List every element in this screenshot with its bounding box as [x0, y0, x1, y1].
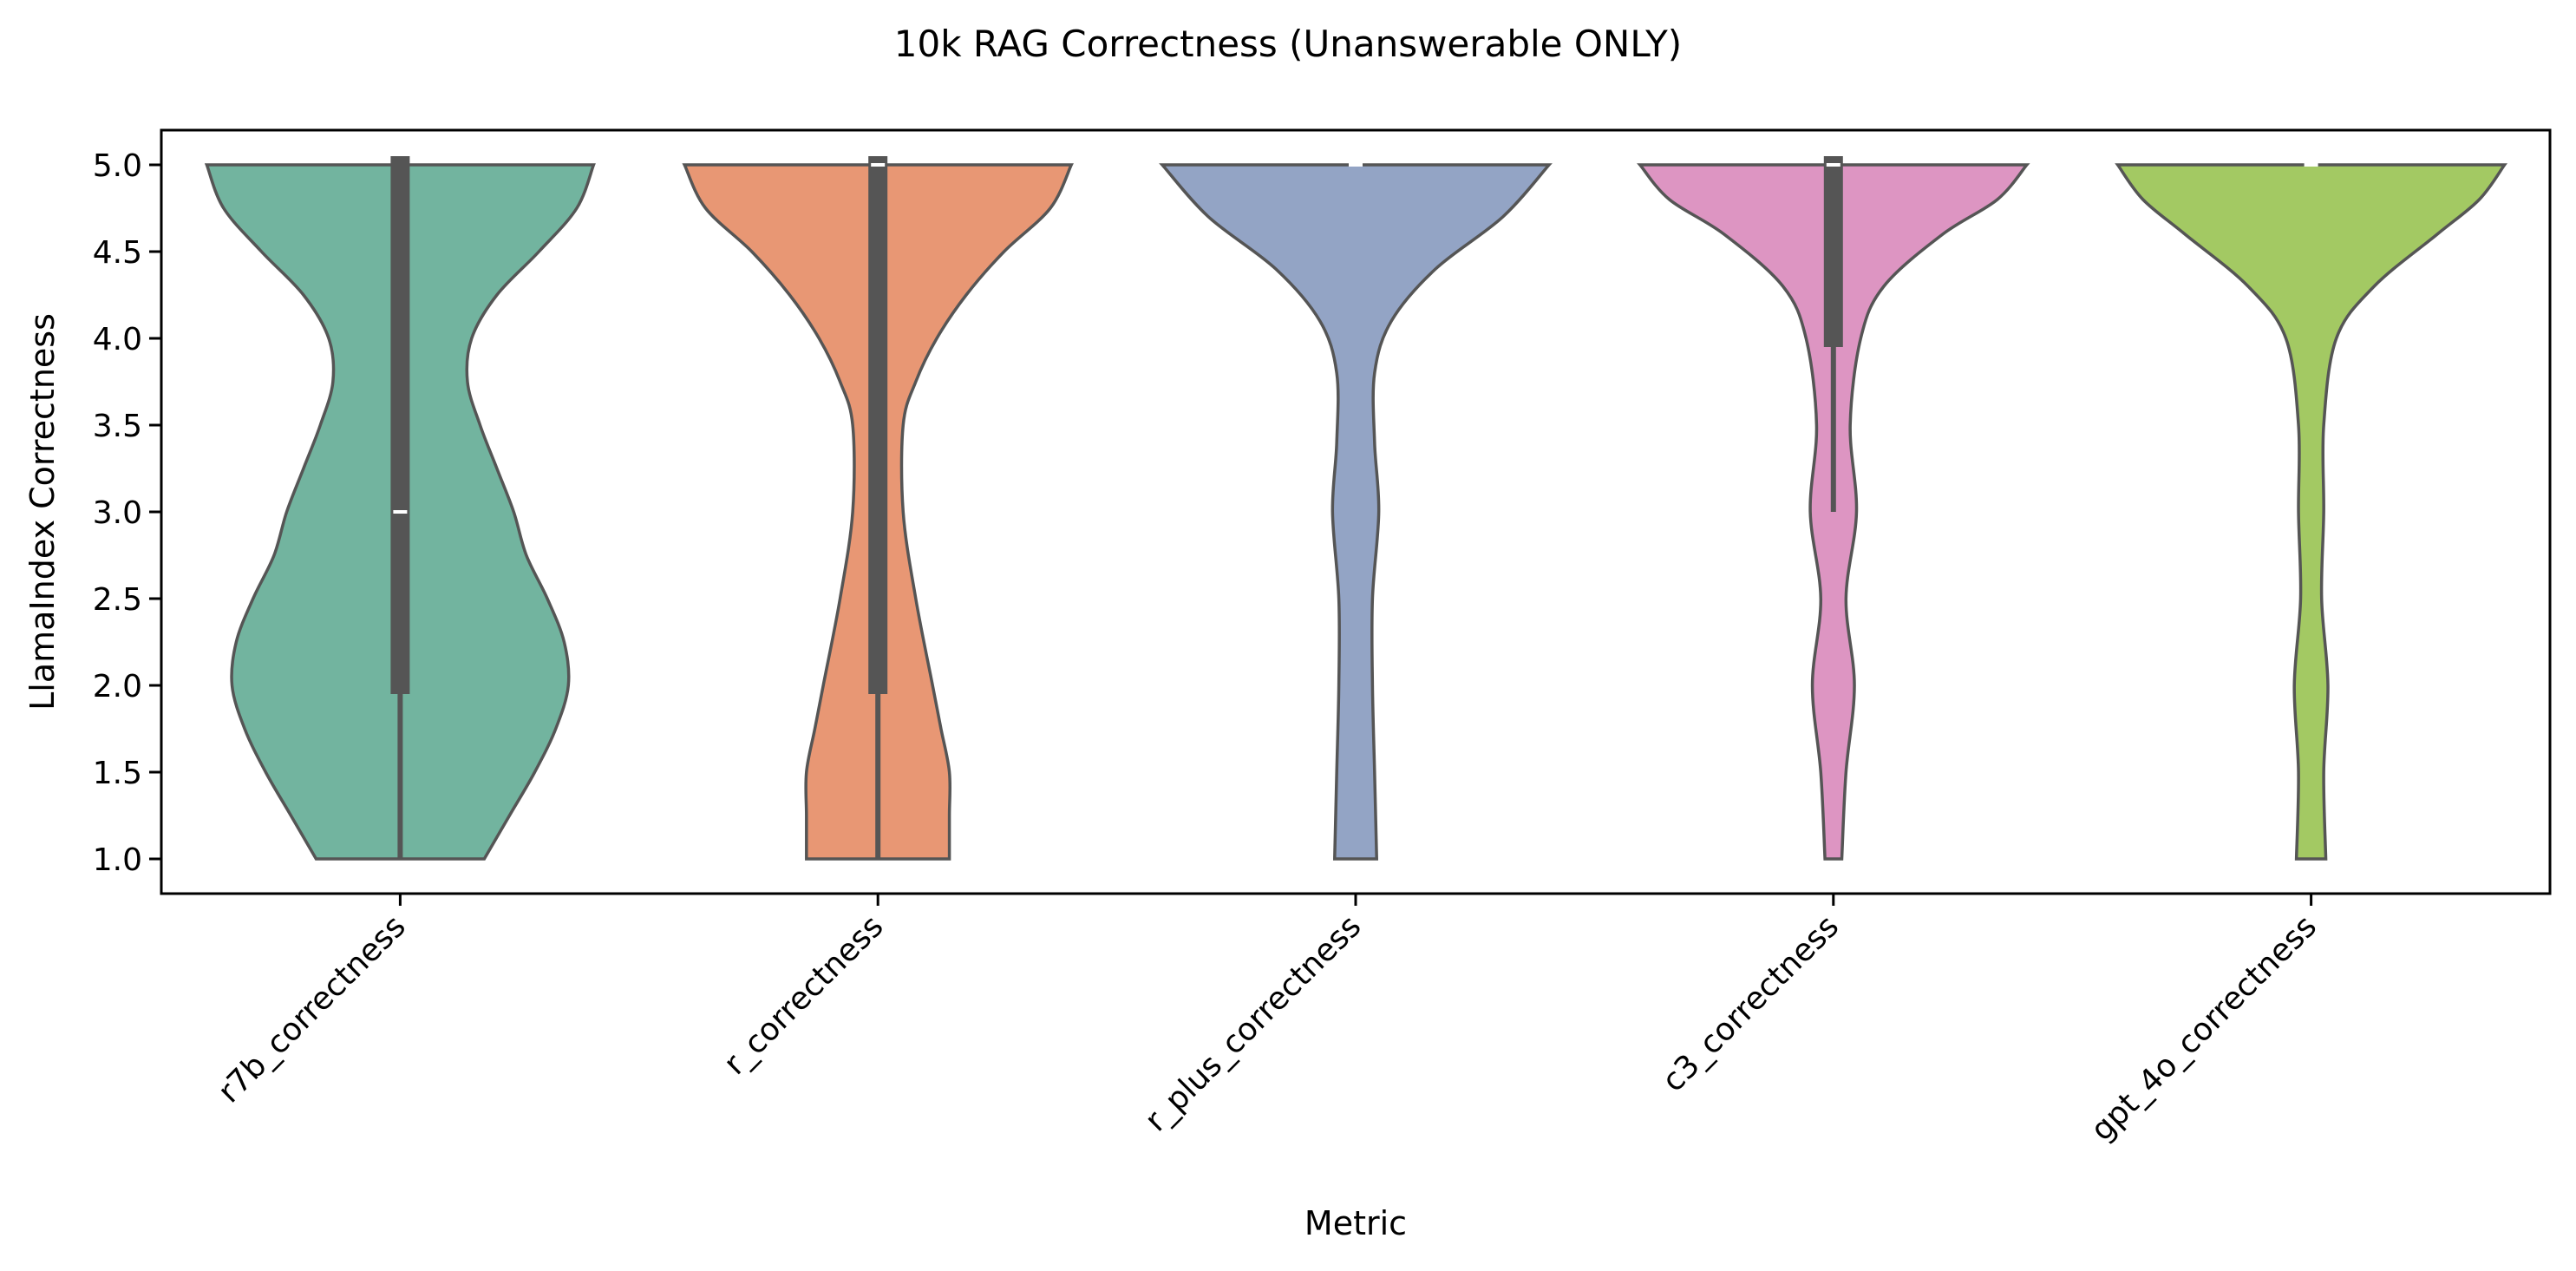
violin-c3_correctness [1637, 156, 2030, 861]
y-tick-label: 1.0 [93, 842, 142, 878]
x-tick-label: r_correctness [717, 908, 891, 1082]
x-tick-label: r7b_correctness [212, 908, 413, 1110]
y-tick-label: 2.0 [93, 669, 142, 704]
y-tick-label: 3.5 [93, 409, 142, 444]
iqr-box [390, 156, 410, 694]
x-axis: r7b_correctness r_correctness r_plus_corre… [212, 894, 2324, 1148]
violin-body [2115, 163, 2507, 861]
x-tick-label: gpt_4o_correctness [2084, 908, 2324, 1148]
violin-gpt_4o_correctness [2115, 163, 2507, 861]
violin-body [1159, 163, 1553, 861]
violin-r_plus_correctness [1159, 163, 1553, 861]
y-tick-label: 3.0 [93, 495, 142, 531]
y-tick-label: 4.5 [93, 235, 142, 271]
y-tick-label: 2.5 [93, 582, 142, 618]
y-tick-label: 5.0 [93, 148, 142, 184]
y-tick-label: 4.0 [93, 322, 142, 357]
y-tick-label: 1.5 [93, 756, 142, 791]
iqr-box [1823, 156, 1843, 347]
violin-r_correctness [682, 156, 1074, 861]
violin-r7b_correctness [204, 156, 596, 861]
violins-layer [204, 156, 2507, 861]
y-axis: 1.0 1.5 2.0 2.5 3.0 3.5 4.0 4.5 5.0 [93, 148, 161, 878]
x-axis-label: Metric [1304, 1204, 1407, 1242]
y-axis-label: LlamaIndex Correctness [23, 313, 62, 711]
iqr-box [868, 156, 888, 694]
x-tick-label: r_plus_correctness [1138, 908, 1368, 1138]
x-tick-label: c3_correctness [1656, 908, 1846, 1098]
chart-title: 10k RAG Correctness (Unanswerable ONLY) [894, 23, 1682, 65]
